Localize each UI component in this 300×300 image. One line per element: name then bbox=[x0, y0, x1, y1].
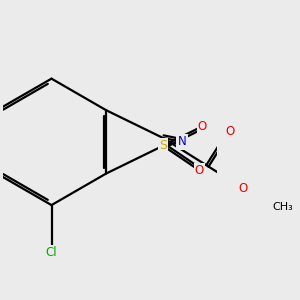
Text: O: O bbox=[239, 182, 248, 195]
Text: S: S bbox=[159, 139, 167, 152]
Text: CH₃: CH₃ bbox=[273, 202, 293, 212]
Text: Cl: Cl bbox=[46, 246, 57, 259]
Text: N: N bbox=[178, 135, 186, 148]
Text: O: O bbox=[226, 125, 235, 138]
Text: O: O bbox=[195, 164, 204, 177]
Text: O: O bbox=[198, 120, 207, 133]
